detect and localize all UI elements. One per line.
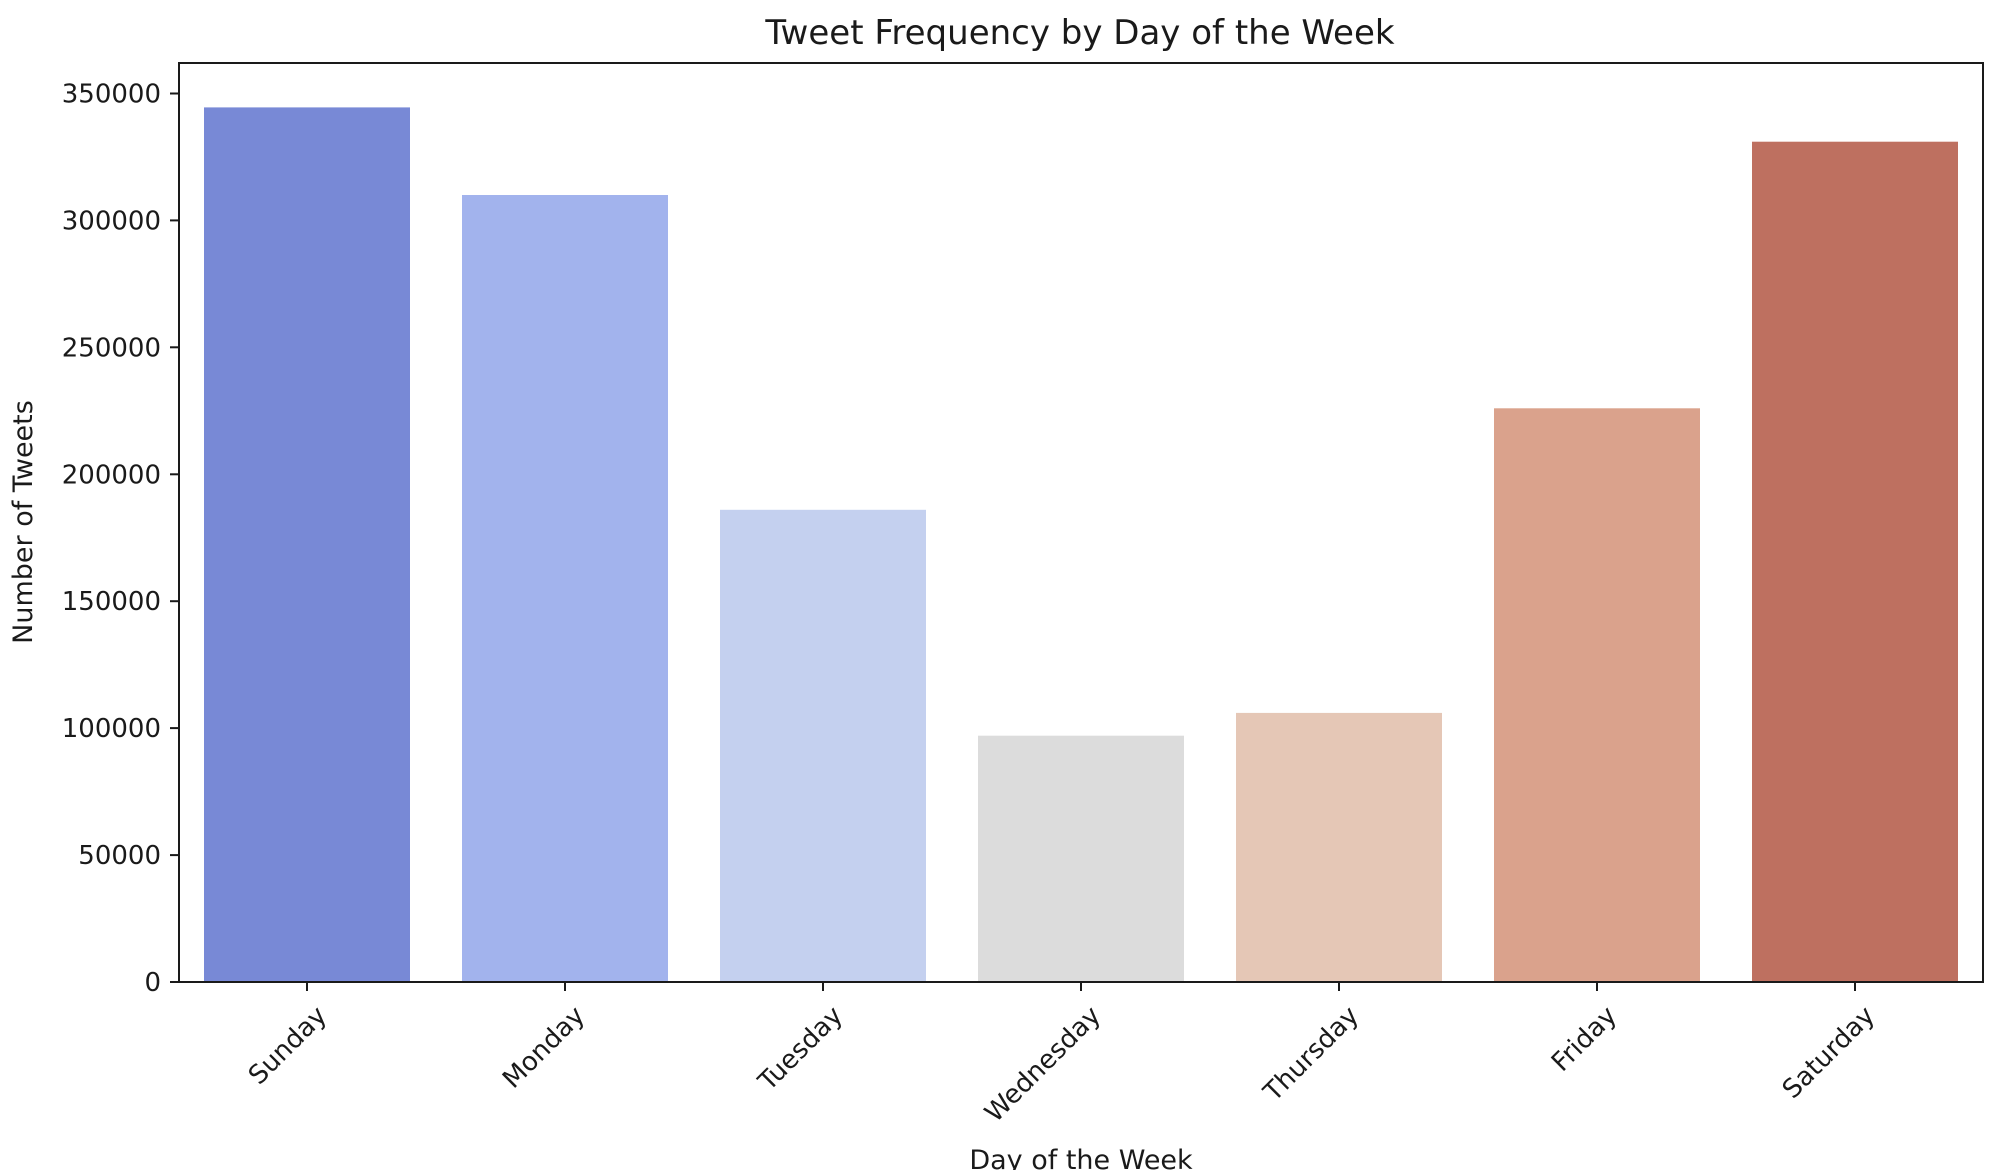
x-tick-label-thursday: Thursday bbox=[1258, 1001, 1365, 1108]
x-tick-label-saturday: Saturday bbox=[1777, 1001, 1881, 1105]
x-tick-label-monday: Monday bbox=[497, 1001, 591, 1095]
x-tick-label-wednesday: Wednesday bbox=[979, 1001, 1107, 1129]
bar-monday bbox=[462, 195, 668, 982]
y-tick-label: 50000 bbox=[78, 841, 161, 871]
y-tick-label: 100000 bbox=[62, 714, 161, 744]
bar-thursday bbox=[1236, 712, 1442, 982]
bar-sunday bbox=[204, 107, 410, 982]
x-tick-label-sunday: Sunday bbox=[243, 1001, 333, 1091]
bar-friday bbox=[1494, 408, 1700, 982]
plot-frame bbox=[178, 62, 1984, 983]
y-tick-label: 0 bbox=[144, 968, 161, 998]
y-tick-label: 300000 bbox=[62, 206, 161, 236]
y-axis: 0 50000 100000 150000 200000 250000 300000 3500… bbox=[62, 80, 179, 998]
x-axis: Sunday Monday Tuesday Wednesday Thursday Frid… bbox=[243, 982, 1881, 1128]
bar-tuesday bbox=[720, 509, 926, 982]
x-axis-title: Day of the Week bbox=[969, 1145, 1193, 1170]
chart-title: Tweet Frequency by Day of the Week bbox=[764, 13, 1394, 53]
bars-layer bbox=[204, 107, 1958, 982]
y-tick-label: 350000 bbox=[62, 80, 161, 110]
y-axis-title: Number of Tweets bbox=[8, 400, 39, 644]
x-tick-label-friday: Friday bbox=[1546, 1001, 1623, 1078]
bar-wednesday bbox=[978, 735, 1184, 982]
bar-saturday bbox=[1752, 141, 1958, 982]
y-tick-label: 150000 bbox=[62, 587, 161, 617]
y-tick-label: 250000 bbox=[62, 333, 161, 363]
x-tick-label-tuesday: Tuesday bbox=[752, 1001, 849, 1098]
y-tick-label: 200000 bbox=[62, 460, 161, 490]
